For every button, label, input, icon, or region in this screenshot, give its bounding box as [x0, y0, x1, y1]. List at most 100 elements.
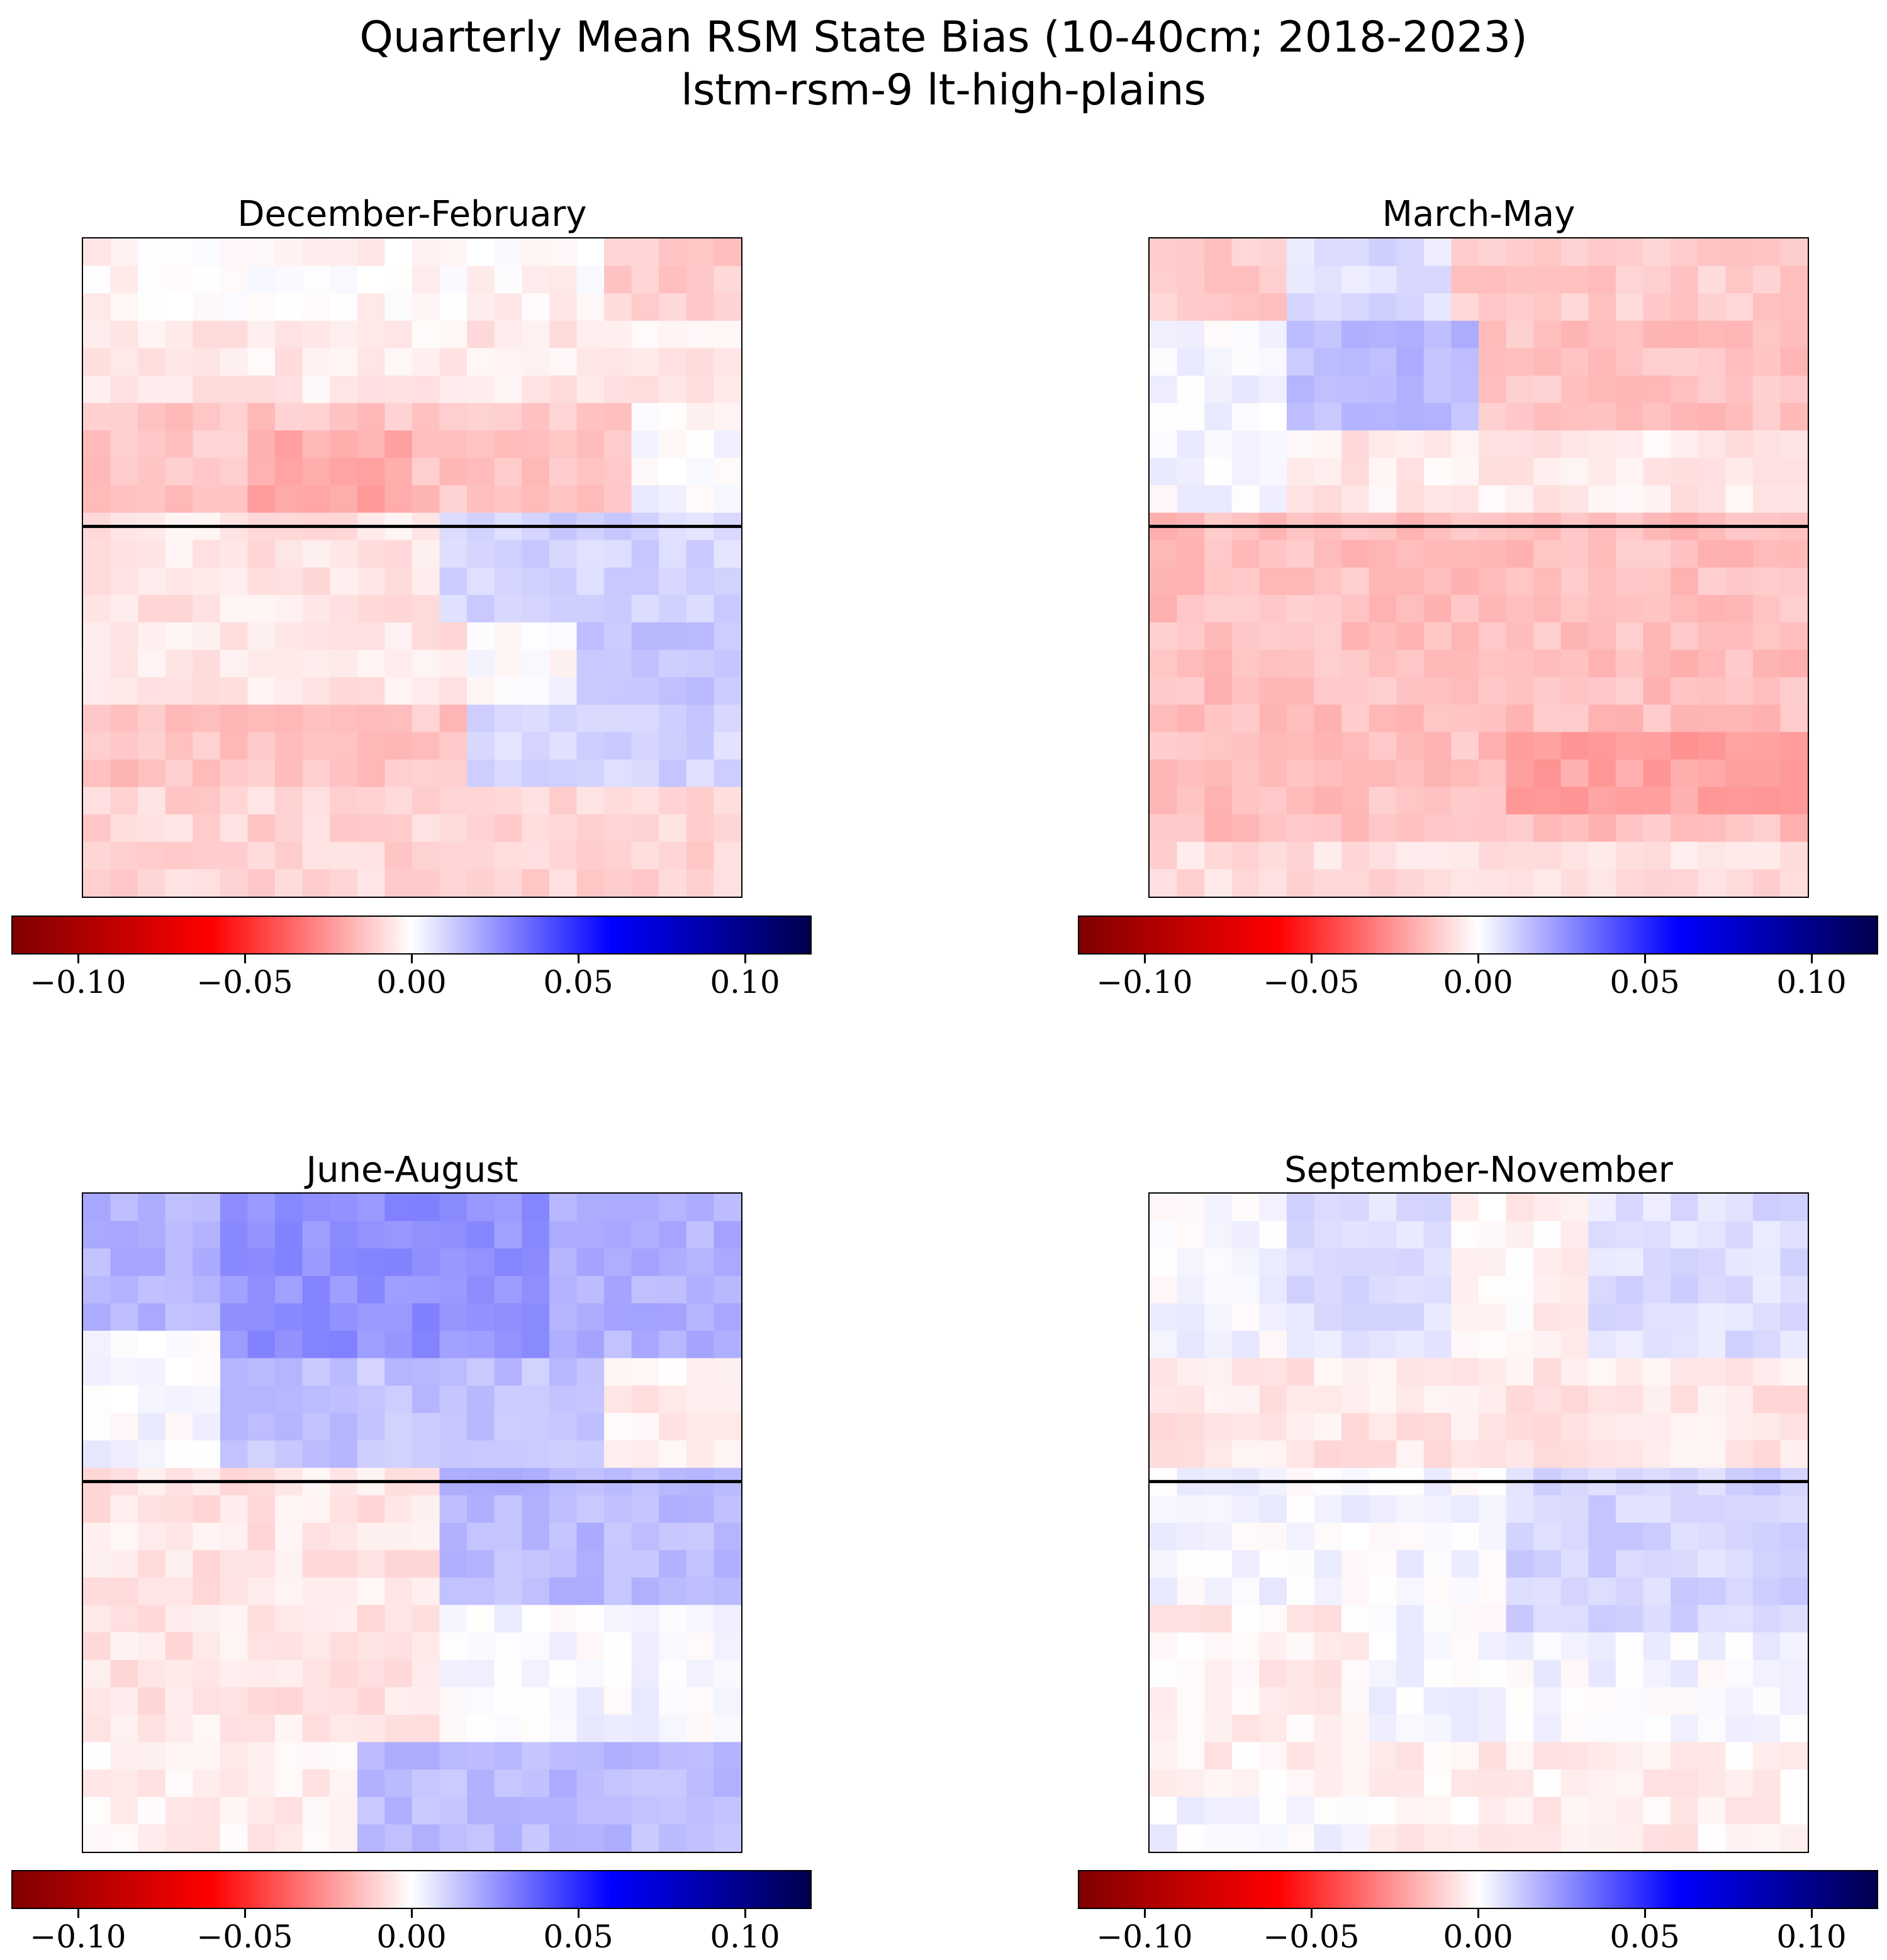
heatmap-cell	[714, 1577, 741, 1606]
heatmap-cell	[1396, 1550, 1425, 1578]
heatmap-cell	[1150, 677, 1178, 705]
heatmap-cell	[1752, 1523, 1781, 1551]
heatmap-cell	[1423, 1687, 1452, 1715]
heatmap-cell	[247, 375, 276, 404]
heatmap-cell	[110, 1824, 138, 1852]
heatmap-cell	[1451, 1303, 1479, 1331]
heatmap-cell	[138, 1577, 166, 1606]
heatmap-cell	[631, 1440, 659, 1469]
heatmap-cell	[1698, 403, 1726, 431]
heatmap-cell	[220, 787, 249, 815]
heatmap-cell	[1204, 320, 1233, 349]
heatmap-cell	[494, 595, 522, 623]
heatmap-cell	[357, 595, 386, 623]
heatmap-cell	[549, 1687, 578, 1715]
heatmap-cell	[1204, 622, 1233, 651]
heatmap-mar-may	[1148, 237, 1809, 898]
heatmap-cell	[110, 1275, 138, 1304]
heatmap-cell	[1671, 759, 1699, 788]
heatmap-cell	[1369, 787, 1397, 815]
heatmap-cell	[330, 1632, 358, 1660]
heatmap-cell	[1533, 540, 1562, 568]
heatmap-cell	[659, 1440, 687, 1469]
heatmap-cell	[1286, 1221, 1315, 1249]
heatmap-cell	[1615, 1796, 1644, 1825]
heatmap-cell	[302, 568, 330, 596]
heatmap-cell	[247, 1742, 276, 1770]
heatmap-cell	[549, 348, 578, 376]
heatmap-cell	[357, 1796, 386, 1825]
heatmap-cell	[1698, 787, 1726, 815]
heatmap-cell	[1259, 622, 1287, 651]
heatmap-cell	[1150, 1358, 1178, 1386]
colorbar-tick-label: −0.10	[1096, 964, 1193, 1000]
heatmap-cell	[1615, 1358, 1644, 1386]
heatmap-cell	[1423, 1330, 1452, 1359]
heatmap-cell	[1396, 238, 1425, 267]
heatmap-cell	[1451, 403, 1479, 431]
heatmap-cell	[1479, 1577, 1507, 1606]
heatmap-cell	[1588, 568, 1616, 596]
heatmap-cell	[384, 1550, 413, 1578]
heatmap-cell	[275, 1687, 303, 1715]
heatmap-cell	[1671, 403, 1699, 431]
heatmap-cell	[1150, 1275, 1178, 1304]
heatmap-cell	[1369, 1386, 1397, 1414]
heatmap-cell	[1396, 787, 1425, 815]
heatmap-cell	[1506, 1577, 1534, 1606]
heatmap-cell	[1396, 622, 1425, 651]
heatmap-cell	[1451, 1604, 1479, 1633]
heatmap-cell	[494, 293, 522, 322]
heatmap-cell	[165, 787, 193, 815]
heatmap-cell	[1177, 293, 1205, 322]
heatmap-cell	[1479, 787, 1507, 815]
heatmap-cell	[1150, 1386, 1178, 1414]
heatmap-cell	[494, 1824, 522, 1852]
heatmap-cell	[1314, 1386, 1342, 1414]
heatmap-cell	[247, 1824, 276, 1852]
heatmap-cell	[1204, 1275, 1233, 1304]
heatmap-cell	[1698, 1194, 1726, 1222]
heatmap-cell	[302, 1742, 330, 1770]
heatmap-cell	[439, 841, 468, 870]
heatmap-cell	[576, 1523, 605, 1551]
heatmap-cell	[275, 485, 303, 513]
heatmap-cell	[1259, 1440, 1287, 1469]
heatmap-cell	[549, 787, 578, 815]
heatmap-cell	[1451, 732, 1479, 760]
heatmap-cell	[604, 649, 632, 678]
colorbar-tick-label: 0.05	[543, 1918, 613, 1955]
heatmap-cell	[1451, 1715, 1479, 1743]
heatmap-cell	[83, 1194, 111, 1222]
heatmap-cell	[576, 1221, 605, 1249]
heatmap-cell	[357, 649, 386, 678]
heatmap-cell	[247, 1523, 276, 1551]
heatmap-cell	[494, 787, 522, 815]
heatmap-cell	[330, 1194, 358, 1222]
heatmap-cell	[1533, 1523, 1562, 1551]
heatmap-cell	[302, 1194, 330, 1222]
colorbar-tick	[1477, 1909, 1479, 1918]
heatmap-cell	[631, 1577, 659, 1606]
heatmap-cell	[549, 622, 578, 651]
heatmap-cell	[1396, 677, 1425, 705]
heatmap-cell	[1643, 869, 1671, 897]
heatmap-cell	[165, 238, 193, 267]
heatmap-cell	[686, 1248, 715, 1277]
heatmap-cell	[1615, 375, 1644, 404]
heatmap-cell	[1259, 457, 1287, 486]
heatmap-cell	[165, 403, 193, 431]
heatmap-cell	[384, 595, 413, 623]
heatmap-cell	[467, 1577, 495, 1606]
heatmap-cell	[1725, 1303, 1754, 1331]
heatmap-cell	[522, 1221, 550, 1249]
heatmap-cell	[1506, 1604, 1534, 1633]
colorbar-tick	[1643, 1909, 1646, 1918]
heatmap-cell	[1150, 1604, 1178, 1633]
heatmap-cell	[1560, 430, 1589, 459]
heatmap-cell	[138, 457, 166, 486]
heatmap-cell	[357, 1523, 386, 1551]
heatmap-cell	[686, 1632, 715, 1660]
heatmap-cell	[1780, 430, 1808, 459]
heatmap-cell	[83, 1523, 111, 1551]
